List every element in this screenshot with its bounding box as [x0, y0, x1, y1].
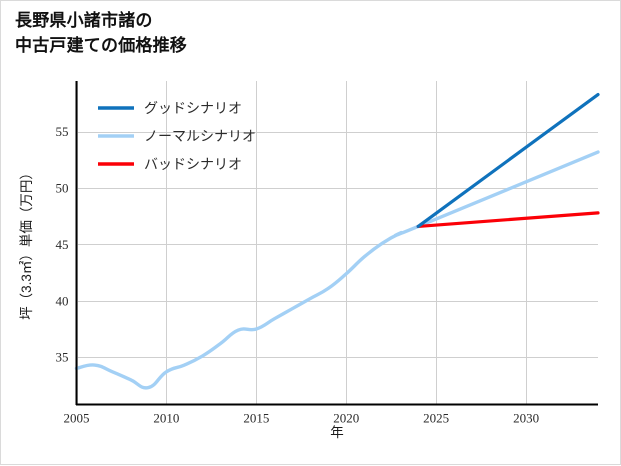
y-axis-title: 坪（3.3㎡）単価（万円） [19, 166, 34, 320]
y-tick-label: 45 [56, 237, 69, 252]
gridlines-group [76, 81, 598, 405]
legend-label: バッドシナリオ [144, 158, 242, 173]
axis-spines [75, 81, 598, 406]
chart-title: 長野県小諸市諸の 中古戸建ての価格推移 [15, 11, 187, 55]
y-tick-label: 35 [56, 350, 69, 365]
y-tick-label: 40 [56, 293, 69, 308]
legend-label: ノーマルシナリオ [144, 130, 256, 145]
series-line-good [416, 92, 600, 229]
x-tick-label: 2005 [64, 411, 90, 426]
legend-label: グッドシナリオ [144, 101, 242, 117]
x-tick-label: 2010 [153, 411, 179, 426]
x-tick-label: 2020 [333, 411, 359, 426]
x-tick-label: 2015 [243, 411, 269, 426]
y-tick-labels: 35 40 45 50 55 [56, 124, 69, 364]
x-axis-title: 年 [330, 425, 344, 440]
y-tick-label: 55 [56, 124, 69, 139]
series-line-normal [74, 150, 600, 390]
series-line-bad [416, 211, 600, 229]
x-tick-label: 2030 [513, 411, 539, 426]
x-tick-labels: 2005 2010 2015 2020 2025 2030 [64, 411, 540, 426]
series-group [74, 92, 600, 390]
y-tick-label: 50 [56, 181, 69, 196]
x-tick-label: 2025 [423, 411, 449, 426]
